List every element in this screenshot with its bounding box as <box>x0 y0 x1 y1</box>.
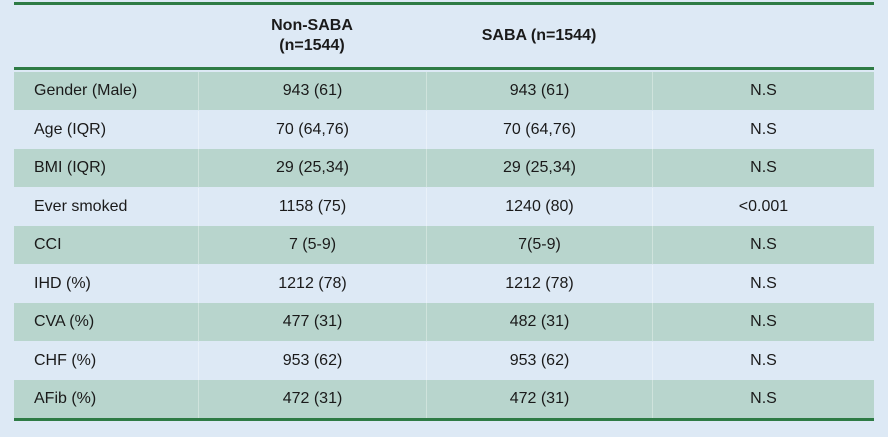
header-cell-saba: SABA (n=1544) <box>481 27 597 44</box>
cell-p-value: N.S <box>652 380 874 418</box>
cell-saba: 482 (31) <box>426 303 652 341</box>
cell-p-value: <0.001 <box>652 187 874 226</box>
cell-saba: 1212 (78) <box>426 264 652 303</box>
cell-non-saba: 943 (61) <box>198 72 426 110</box>
cell-non-saba: 70 (64,76) <box>198 110 426 149</box>
table-row: BMI (IQR) 29 (25,34) 29 (25,34) N.S <box>14 149 874 187</box>
header-cell-label <box>14 5 198 67</box>
row-label: Age (IQR) <box>34 120 107 138</box>
header-cell-p-value <box>652 5 874 67</box>
row-label: AFib (%) <box>34 390 97 407</box>
cell-non-saba: 29 (25,34) <box>198 149 426 187</box>
cell-non-saba: 1158 (75) <box>198 187 426 226</box>
row-label: BMI (IQR) <box>34 159 106 176</box>
table-row: AFib (%) 472 (31) 472 (31) N.S <box>14 380 874 418</box>
cell-saba: 953 (62) <box>426 341 652 380</box>
cell-saba: 70 (64,76) <box>426 110 652 149</box>
cell-saba: 29 (25,34) <box>426 149 652 187</box>
row-label: Ever smoked <box>34 197 128 215</box>
table-header: Non-SABA (n=1544) SABA (n=1544) <box>14 5 874 67</box>
cell-non-saba: 1212 (78) <box>198 264 426 303</box>
cell-saba: 7(5-9) <box>426 226 652 264</box>
cell-non-saba: 472 (31) <box>198 380 426 418</box>
row-label: CHF (%) <box>34 351 97 369</box>
cell-non-saba: 953 (62) <box>198 341 426 380</box>
cell-p-value: N.S <box>652 303 874 341</box>
cell-p-value: N.S <box>652 72 874 110</box>
cell-saba: 1240 (80) <box>426 187 652 226</box>
table-row: CVA (%) 477 (31) 482 (31) N.S <box>14 303 874 341</box>
cell-non-saba: 477 (31) <box>198 303 426 341</box>
header-non-saba-line2: (n=1544) <box>279 37 345 54</box>
cell-saba: 472 (31) <box>426 380 652 418</box>
table-row: Age (IQR) 70 (64,76) 70 (64,76) N.S <box>14 110 874 149</box>
cell-p-value: N.S <box>652 110 874 149</box>
table-row: Gender (Male) 943 (61) 943 (61) N.S <box>14 72 874 110</box>
header-non-saba-line1: Non-SABA <box>271 17 353 34</box>
row-label: IHD (%) <box>34 274 91 292</box>
table-body: Gender (Male) 943 (61) 943 (61) N.S Age (IQR… <box>14 72 874 419</box>
cell-non-saba: 7 (5-9) <box>198 226 426 264</box>
table-row: CCI 7 (5-9) 7(5-9) N.S <box>14 226 874 264</box>
cell-p-value: N.S <box>652 264 874 303</box>
table-row: CHF (%) 953 (62) 953 (62) N.S <box>14 341 874 380</box>
table-row: Ever smoked 1158 (75) 1240 (80) <0.001 <box>14 187 874 226</box>
cell-p-value: N.S <box>652 226 874 264</box>
header-cell-non-saba: Non-SABA (n=1544) <box>198 5 426 67</box>
row-label: CCI <box>34 236 62 253</box>
row-label: CVA (%) <box>34 313 95 330</box>
row-label: Gender (Male) <box>34 82 138 99</box>
cell-saba: 943 (61) <box>426 72 652 110</box>
cell-p-value: N.S <box>652 149 874 187</box>
table-bottom-rule <box>14 418 874 421</box>
table-header-rule <box>14 67 874 70</box>
cell-p-value: N.S <box>652 341 874 380</box>
table-row: IHD (%) 1212 (78) 1212 (78) N.S <box>14 264 874 303</box>
table-top-rule <box>14 2 874 5</box>
